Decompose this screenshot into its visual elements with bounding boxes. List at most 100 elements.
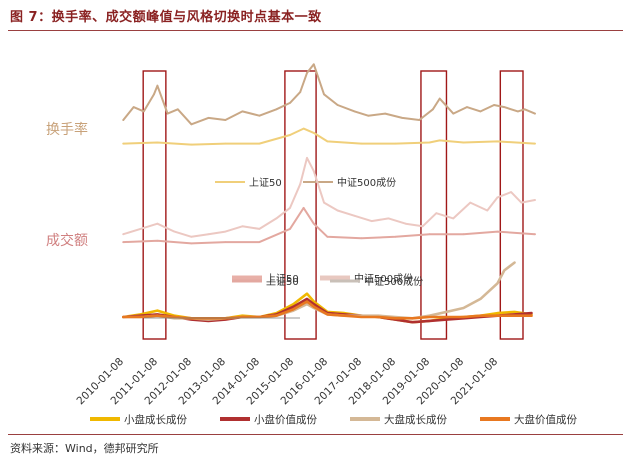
panel2-point-1-3 [156,222,159,225]
panel1-point-2-3 [190,143,193,146]
panel2-point-1-15 [323,201,325,204]
panel1-point-1-22 [384,112,387,115]
highlight-window-3 [420,70,448,340]
panel1-point-1-27 [452,112,455,115]
panel2-point-2-12 [428,233,431,236]
legend-label-2: 小盘价值成份 [254,413,317,426]
panel1-point-1-34 [534,112,536,115]
panel1-point-2-5 [258,142,261,145]
panel3-point-4-17 [377,316,380,318]
panel1-point-1-21 [367,114,370,117]
panel1-point-1-2 [132,106,135,108]
panel2-point-2-3 [190,242,193,245]
panel2-point-1-26 [496,196,499,199]
panel2-point-2-11 [394,235,397,238]
panel1-point-2-15 [496,140,499,143]
legend-label-1: 小盘成长成份 [124,413,187,426]
panel1-point-1-23 [401,117,404,119]
panel2-point-1-9 [258,228,261,230]
panel2-point-2-5 [258,241,261,244]
panel1-point-1-12 [258,114,261,117]
panel3-point-2-12 [306,298,308,300]
panel3-point-4-13 [312,305,315,308]
panel1-point-1-14 [289,102,291,104]
panel1-point-2-14 [462,141,465,144]
panel1-point-1-8 [190,123,193,126]
panel1-point-2-13 [438,139,441,142]
panel1-point-1-15 [299,91,302,93]
panel3-point-4-3 [156,314,159,317]
figure-title: 图 7：换手率、成交额峰值与风格切换时点基本一致 [10,10,322,25]
panel3-point-3-26 [513,261,516,264]
bottom-rule [8,434,623,435]
source-note: 资料来源：Wind，德邦研究所 [10,442,159,455]
panel3-point-4-21 [445,316,448,318]
panel3-point-4-22 [462,316,465,318]
panel2-point-1-17 [353,214,356,217]
panel1-point-1-20 [353,110,356,113]
panel3-point-4-14 [326,313,329,316]
panel1-point-1-13 [275,108,278,111]
panel3-point-2-26 [530,312,533,314]
panel2-point-1-4 [173,230,176,233]
panel1-point-1-33 [523,108,526,111]
panel1-point-2-1 [122,142,125,145]
panel3-point-4-8 [241,316,244,318]
panel3-point-4-20 [428,316,431,318]
panel2-series-中证500成份 [122,156,536,238]
panel2-point-2-10 [360,237,363,240]
panel3-point-4-1 [122,316,125,318]
panel-label-1: 换手率 [46,121,88,138]
panel1-point-2-4 [224,142,227,145]
panel1-series-中证500成份 [122,63,536,126]
panel3-point-4-12 [306,300,308,303]
panel3-point-3-22 [462,307,465,309]
panel2-point-1-29 [534,199,536,201]
panel1-point-2-16 [534,142,536,145]
panel2-point-2-9 [326,235,329,238]
panel3-point-3-21 [445,311,448,313]
panel3-legend-label-2: 中证500成份 [364,275,423,288]
panel1-point-2-10 [360,142,363,145]
panel2-point-1-22 [435,212,438,215]
panel1-legend-label-2: 中证500成份 [337,176,396,189]
panel1-point-2-9 [326,140,329,143]
panel1-point-1-31 [503,106,506,108]
panel3-point-1-25 [513,311,516,313]
panel2-point-2-4 [224,241,227,244]
panel2-point-1-6 [207,233,210,236]
panel1-point-1-3 [142,110,145,113]
panel3-point-2-20 [428,320,431,322]
panel2-point-2-6 [289,228,291,230]
panel2-point-1-2 [139,228,142,230]
panel2-point-1-21 [421,225,424,228]
panel1-point-1-5 [156,84,159,87]
panel1-point-1-4 [153,93,155,96]
panel2-point-1-13 [306,157,308,159]
panel2-point-1-11 [289,207,291,209]
panel3-point-4-24 [496,314,499,317]
panel1-point-1-1 [122,119,125,121]
panel1-point-2-12 [428,141,431,144]
panel3-point-3-12 [306,303,308,305]
top-rule [8,30,623,31]
panel1-point-1-19 [336,104,339,106]
panel2-point-1-24 [469,201,472,204]
panel1-point-1-17 [312,63,315,66]
panel1-point-2-2 [156,141,159,144]
panel2-point-2-2 [156,239,159,242]
panel1-point-2-6 [289,134,291,136]
panel3-point-4-25 [513,314,516,317]
panel2-point-1-19 [387,217,390,220]
panel2-point-1-1 [122,233,125,236]
panel1-point-2-11 [394,142,397,145]
panel1-point-1-9 [207,117,210,119]
panel1-point-1-10 [224,119,227,121]
panel2-point-2-14 [496,230,499,233]
panel2-point-1-7 [224,230,227,233]
panel1-point-1-7 [176,108,179,111]
panel3-point-4-2 [139,316,142,318]
panel2-point-1-18 [370,220,373,223]
legend-label-4: 大盘价值成份 [514,413,577,426]
panel-label-2: 成交额 [46,232,88,249]
